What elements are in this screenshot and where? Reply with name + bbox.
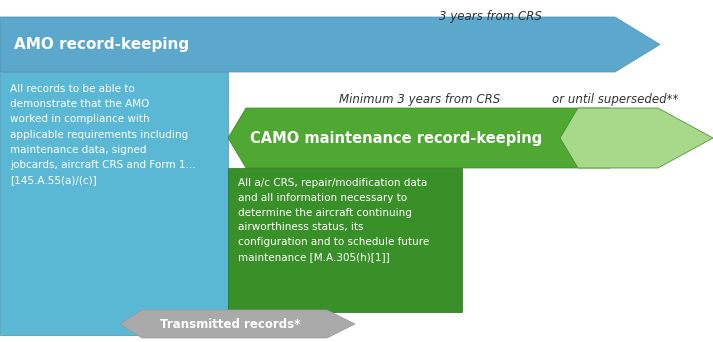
Text: CAMO maintenance record-keeping: CAMO maintenance record-keeping bbox=[250, 131, 543, 145]
FancyBboxPatch shape bbox=[228, 168, 462, 312]
Text: AMO record-keeping: AMO record-keeping bbox=[14, 37, 189, 52]
Text: All a/c CRS, repair/modification data
and all information necessary to
determine: All a/c CRS, repair/modification data an… bbox=[238, 178, 429, 262]
Text: or until superseded**: or until superseded** bbox=[552, 93, 678, 106]
Text: All records to be able to
demonstrate that the AMO
worked in compliance with
app: All records to be able to demonstrate th… bbox=[10, 84, 195, 185]
Text: 3 years from CRS: 3 years from CRS bbox=[438, 10, 541, 23]
Text: Transmitted records*: Transmitted records* bbox=[160, 317, 300, 330]
Text: Minimum 3 years from CRS: Minimum 3 years from CRS bbox=[339, 93, 501, 106]
Polygon shape bbox=[560, 108, 713, 168]
FancyBboxPatch shape bbox=[0, 72, 228, 335]
Polygon shape bbox=[0, 17, 660, 72]
Polygon shape bbox=[228, 108, 610, 168]
Polygon shape bbox=[120, 310, 355, 338]
